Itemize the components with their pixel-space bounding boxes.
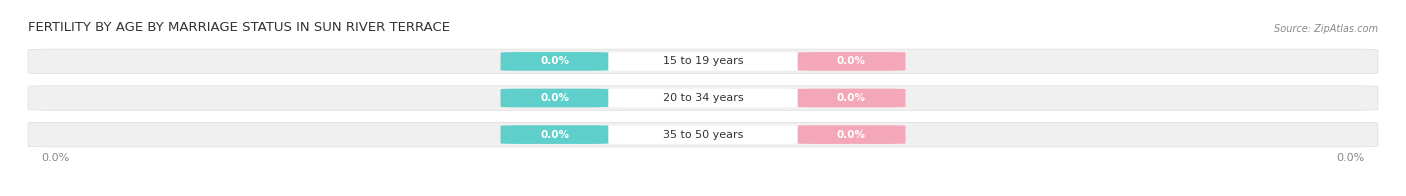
Text: 0.0%: 0.0% bbox=[1336, 153, 1364, 163]
FancyBboxPatch shape bbox=[501, 89, 609, 107]
Text: 0.0%: 0.0% bbox=[837, 130, 866, 140]
Text: 15 to 19 years: 15 to 19 years bbox=[662, 56, 744, 66]
FancyBboxPatch shape bbox=[28, 49, 1378, 74]
Text: 0.0%: 0.0% bbox=[540, 56, 569, 66]
Text: 0.0%: 0.0% bbox=[42, 153, 70, 163]
Text: FERTILITY BY AGE BY MARRIAGE STATUS IN SUN RIVER TERRACE: FERTILITY BY AGE BY MARRIAGE STATUS IN S… bbox=[28, 21, 450, 34]
Text: 0.0%: 0.0% bbox=[837, 93, 866, 103]
FancyBboxPatch shape bbox=[609, 89, 797, 107]
Text: 0.0%: 0.0% bbox=[837, 56, 866, 66]
Text: 0.0%: 0.0% bbox=[540, 93, 569, 103]
FancyBboxPatch shape bbox=[797, 125, 905, 144]
Text: 0.0%: 0.0% bbox=[540, 130, 569, 140]
Text: 20 to 34 years: 20 to 34 years bbox=[662, 93, 744, 103]
FancyBboxPatch shape bbox=[797, 89, 905, 107]
FancyBboxPatch shape bbox=[28, 86, 1378, 110]
FancyBboxPatch shape bbox=[501, 52, 609, 71]
FancyBboxPatch shape bbox=[28, 122, 1378, 147]
FancyBboxPatch shape bbox=[609, 125, 797, 144]
FancyBboxPatch shape bbox=[609, 52, 797, 71]
FancyBboxPatch shape bbox=[797, 52, 905, 71]
Text: 35 to 50 years: 35 to 50 years bbox=[662, 130, 744, 140]
FancyBboxPatch shape bbox=[501, 125, 609, 144]
Text: Source: ZipAtlas.com: Source: ZipAtlas.com bbox=[1274, 24, 1378, 34]
